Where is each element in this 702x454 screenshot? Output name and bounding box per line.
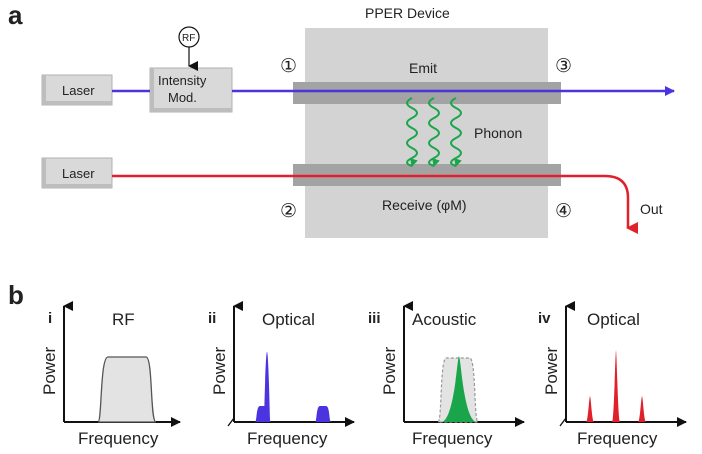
axis-break-icon	[227, 417, 235, 427]
plot-iv-ylabel: Power	[542, 346, 561, 395]
panel-b-label: b	[8, 280, 24, 310]
red-beam-receive	[112, 174, 638, 234]
rf-source-label: RF	[182, 33, 195, 44]
plot-i-xlabel: Frequency	[78, 429, 159, 448]
phonon-label: Phonon	[474, 125, 522, 141]
plot-optical-1: ii Optical Power Frequency	[208, 301, 355, 448]
device-title: PPER Device	[365, 5, 450, 21]
emit-label: Emit	[409, 60, 437, 76]
plot-i-index: i	[48, 310, 52, 327]
plot-optical-2: iv Optical Power Frequency	[538, 301, 687, 448]
laser-bottom-label: Laser	[62, 166, 95, 181]
plot-iv-index: iv	[538, 310, 551, 327]
laser-bottom-box	[41, 157, 113, 189]
receive-label: Receive (φM)	[382, 197, 467, 213]
acoustic-spectrum	[442, 356, 476, 422]
optical-out-sideband-right	[638, 396, 646, 422]
optical-out-sideband-left	[586, 396, 594, 422]
plot-ii-title: Optical	[262, 310, 315, 329]
modulator-label-line1: Intensity	[158, 73, 207, 88]
plot-ii-xlabel: Frequency	[247, 429, 328, 448]
plot-ii-ylabel: Power	[210, 346, 229, 395]
optical-out-carrier	[612, 350, 620, 422]
plot-iv-title: Optical	[587, 310, 640, 329]
plot-iii-ylabel: Power	[380, 346, 399, 395]
plot-iii-index: iii	[368, 310, 381, 327]
pper-device-block	[305, 28, 548, 238]
phonon-waves-icon	[406, 97, 462, 167]
rf-spectrum-band	[97, 356, 157, 423]
port-1-label: ①	[280, 55, 297, 77]
port-4-label: ④	[555, 200, 572, 222]
plot-acoustic: iii Acoustic Power Frequency	[368, 301, 525, 448]
out-label: Out	[640, 201, 663, 217]
plot-rf: i RF Power Frequency	[40, 301, 181, 448]
plot-iv-xlabel: Frequency	[577, 429, 658, 448]
plot-iii-title: Acoustic	[412, 310, 477, 329]
plot-iii-xlabel: Frequency	[412, 429, 493, 448]
plot-i-title: RF	[112, 310, 135, 329]
intensity-modulator-box	[149, 67, 233, 113]
emit-waveguide	[293, 82, 561, 104]
port-2-label: ②	[280, 200, 297, 222]
modulator-label-line2: Mod.	[168, 90, 197, 105]
plot-ii-index: ii	[208, 310, 216, 327]
optical-carrier-peak	[259, 352, 270, 422]
port-3-label: ③	[555, 55, 572, 77]
axis-break-icon	[559, 417, 567, 427]
plot-i-ylabel: Power	[40, 346, 59, 395]
laser-top-label: Laser	[62, 83, 95, 98]
panel-a-label: a	[8, 0, 23, 30]
optical-sideband-right	[315, 406, 331, 422]
laser-top-box	[41, 74, 113, 106]
